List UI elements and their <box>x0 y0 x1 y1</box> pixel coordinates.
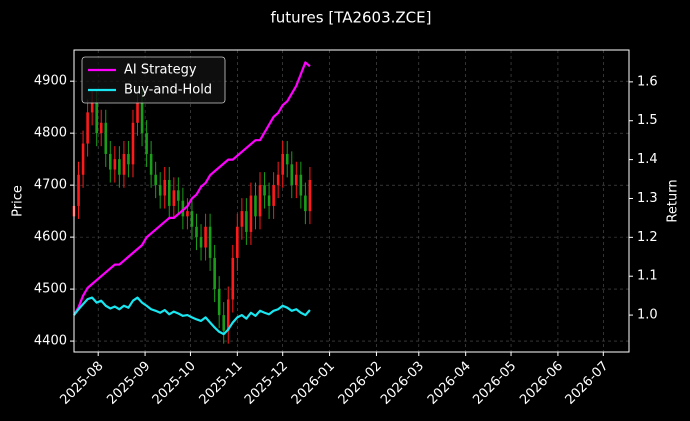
candle-body <box>295 174 298 186</box>
candle-body <box>299 174 303 196</box>
candle-body <box>236 226 239 258</box>
y-tick-label: 4700 <box>34 178 67 193</box>
candle-body <box>267 195 271 206</box>
candle-body <box>258 185 262 217</box>
legend-label: AI Strategy <box>124 63 197 78</box>
return-line <box>73 61 311 316</box>
candle-body <box>263 185 266 196</box>
y-tick-label: 4600 <box>34 230 67 245</box>
candle-body <box>108 153 112 170</box>
candle-body <box>140 101 144 134</box>
y2-tick-label: 1.2 <box>637 230 658 245</box>
candle-body <box>131 122 135 165</box>
return-line <box>73 296 311 336</box>
y-tick-label: 4500 <box>34 282 67 297</box>
y2-tick-label: 1.0 <box>637 308 658 323</box>
candle-body <box>172 190 176 206</box>
candle-body <box>276 174 280 186</box>
legend: AI Strategy Buy-and-Hold <box>81 56 226 104</box>
candle-body <box>181 200 185 217</box>
candle-body <box>249 195 253 232</box>
y-tick-label: 4800 <box>34 126 67 141</box>
candle-body <box>177 190 180 201</box>
candle-body <box>254 195 257 217</box>
candle-body <box>81 143 85 175</box>
y-tick-label: 4900 <box>34 74 67 89</box>
candle-body <box>245 211 248 232</box>
candle-body <box>272 185 275 206</box>
candle-body <box>163 179 167 196</box>
candle-body <box>222 315 226 331</box>
y2-tick-label: 1.4 <box>637 152 658 167</box>
candle-body <box>231 257 235 300</box>
candle-body <box>195 226 198 238</box>
plot-frame <box>73 49 630 353</box>
y-tick-label: 4400 <box>34 334 67 349</box>
candle-body <box>136 101 139 123</box>
y2-tick-label: 1.3 <box>637 191 658 206</box>
candle-body <box>208 226 212 258</box>
candle-body <box>167 179 171 206</box>
candle-body <box>118 159 121 175</box>
candle-body <box>204 226 207 248</box>
y2-tick-label: 1.1 <box>637 269 658 284</box>
candle-body <box>240 211 244 227</box>
y2-tick-label: 1.6 <box>637 74 658 89</box>
candle-body <box>149 153 153 175</box>
candle-body <box>122 153 126 175</box>
candle-body <box>127 153 130 165</box>
chart-title: futures [TA2603.ZCE] <box>271 9 432 27</box>
candle-body <box>154 174 157 186</box>
candle-body <box>186 211 189 217</box>
candle-body <box>99 122 103 134</box>
candle-body <box>113 159 117 170</box>
candle-body <box>86 112 89 144</box>
legend-box <box>81 56 226 104</box>
candle-body <box>95 101 98 134</box>
candle-body <box>290 164 294 186</box>
candle-body <box>77 174 80 206</box>
candle-body <box>217 289 221 316</box>
candle-body <box>226 299 230 331</box>
candle-body <box>90 101 94 113</box>
y2-tick-label: 1.5 <box>637 113 658 128</box>
candle-body <box>145 133 148 154</box>
y2-axis-label: Return <box>666 179 681 222</box>
legend-label: Buy-and-Hold <box>124 83 212 98</box>
candle-body <box>104 122 108 154</box>
candle-body <box>281 153 284 175</box>
candle-body <box>213 257 216 290</box>
candle-body <box>158 185 162 196</box>
candle-body <box>285 153 289 165</box>
candle-body <box>308 179 312 212</box>
candle-body <box>199 237 203 248</box>
y-axis-label: Price <box>11 185 26 217</box>
candle-body <box>190 211 194 227</box>
candle-body <box>304 195 307 212</box>
